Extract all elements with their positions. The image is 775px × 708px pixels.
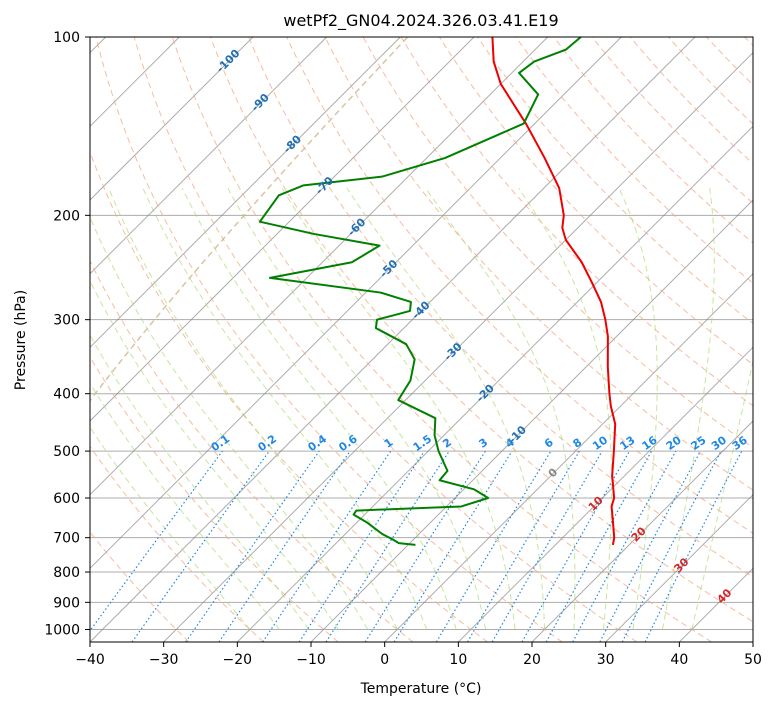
x-tick-label: 30 xyxy=(597,652,615,668)
isotherm-line xyxy=(384,272,753,642)
mixing-ratio-line xyxy=(185,450,320,642)
isotherm-line xyxy=(90,37,328,275)
x-tick-label: 0 xyxy=(380,652,389,668)
dry-adiabat-line xyxy=(477,37,753,325)
chart-title: wetPf2_GN04.2024.326.03.41.E19 xyxy=(283,11,558,31)
temperature-trace xyxy=(491,37,617,546)
isotherm-line xyxy=(90,37,622,570)
tan-reference-curve xyxy=(90,37,409,402)
dry-adiabat-line xyxy=(324,37,753,491)
y-tick-label: 700 xyxy=(53,531,80,547)
mixing-ratio-line xyxy=(218,450,351,642)
y-tick-label: 800 xyxy=(53,565,80,581)
dry-adiabat-line xyxy=(362,37,753,449)
isotherm-line xyxy=(752,641,753,642)
y-tick-label: 200 xyxy=(53,208,80,224)
x-tick-label: 20 xyxy=(523,652,541,668)
x-tick-label: −40 xyxy=(75,652,105,668)
isotherm-line xyxy=(457,346,753,642)
isotherm-line xyxy=(90,37,401,349)
mixing-ratio-line xyxy=(325,450,450,642)
y-tick-label: 900 xyxy=(53,595,80,611)
dry-adiabat-line xyxy=(133,37,638,642)
y-tick-label: 500 xyxy=(53,444,80,460)
background-lines xyxy=(90,37,753,642)
plot-frame xyxy=(89,36,754,643)
moist-adiabat-line xyxy=(181,188,457,630)
dry-adiabat-line xyxy=(248,37,753,578)
dry-adiabat-line xyxy=(515,37,753,284)
mixing-ratio-line xyxy=(131,450,270,642)
isotherm-line xyxy=(236,125,753,642)
dry-adiabat-line xyxy=(90,445,264,642)
isotherm-line xyxy=(163,51,753,642)
mixing-ratio-line xyxy=(466,450,580,642)
dry-adiabat-line xyxy=(629,37,753,165)
moist-adiabat-line xyxy=(90,215,369,630)
moist-adiabat-line xyxy=(142,188,428,630)
plot-background xyxy=(90,37,753,642)
moist-adiabat-line xyxy=(227,188,487,630)
moist-adiabat-line xyxy=(90,382,280,630)
x-tick-label: 50 xyxy=(744,652,762,668)
isotherm-line xyxy=(90,37,475,422)
dry-adiabat-line xyxy=(90,259,414,642)
moist-adiabat-line xyxy=(425,187,576,630)
y-tick-label: 600 xyxy=(53,491,80,507)
isotherm-line xyxy=(605,493,753,642)
mixing-ratio-line xyxy=(435,450,552,642)
isotherm-line xyxy=(90,37,254,201)
x-tick-label: −30 xyxy=(149,652,179,668)
dewpoint-trace xyxy=(258,37,582,546)
y-tick-label: 1000 xyxy=(44,622,80,638)
series-layer xyxy=(258,37,617,546)
y-tick-label: 100 xyxy=(53,30,80,46)
mixing-ratio-line xyxy=(393,450,513,642)
moist-adiabat-line xyxy=(108,188,398,630)
x-tick-label: −20 xyxy=(223,652,253,668)
x-tick-label: −10 xyxy=(296,652,326,668)
isotherm-line xyxy=(90,37,549,496)
mixing-ratio-line xyxy=(491,450,603,642)
mixing-ratio-line xyxy=(364,450,486,642)
x-tick-label: 10 xyxy=(449,652,467,668)
x-tick-label: 40 xyxy=(670,652,688,668)
moist-adiabat-line xyxy=(90,279,339,630)
x-axis-title: Temperature (°C) xyxy=(360,681,482,697)
dry-adiabat-line xyxy=(210,37,753,623)
dry-adiabat-line xyxy=(400,37,753,407)
dry-adiabat-line xyxy=(171,37,712,642)
moist-adiabat-line xyxy=(346,187,546,630)
mixing-ratio-line xyxy=(90,450,223,632)
mixing-ratio-line xyxy=(521,450,631,642)
axis-ticks: −40 −30 −20 −10 0 10 20 30 40 50 100 200 300 400 500 60… xyxy=(44,30,762,668)
mixing-ratio-line xyxy=(545,450,653,642)
y-tick-label: 400 xyxy=(53,387,80,403)
moist-adiabat-line xyxy=(90,334,310,630)
y-tick-label: 300 xyxy=(53,313,80,329)
isotherm-line xyxy=(531,420,753,642)
y-axis-title: Pressure (hPa) xyxy=(13,290,29,390)
dry-adiabat-line xyxy=(591,37,753,204)
dry-adiabat-line xyxy=(95,37,563,642)
mixing-ratio-line xyxy=(572,450,677,642)
isotherm-line xyxy=(90,37,696,642)
